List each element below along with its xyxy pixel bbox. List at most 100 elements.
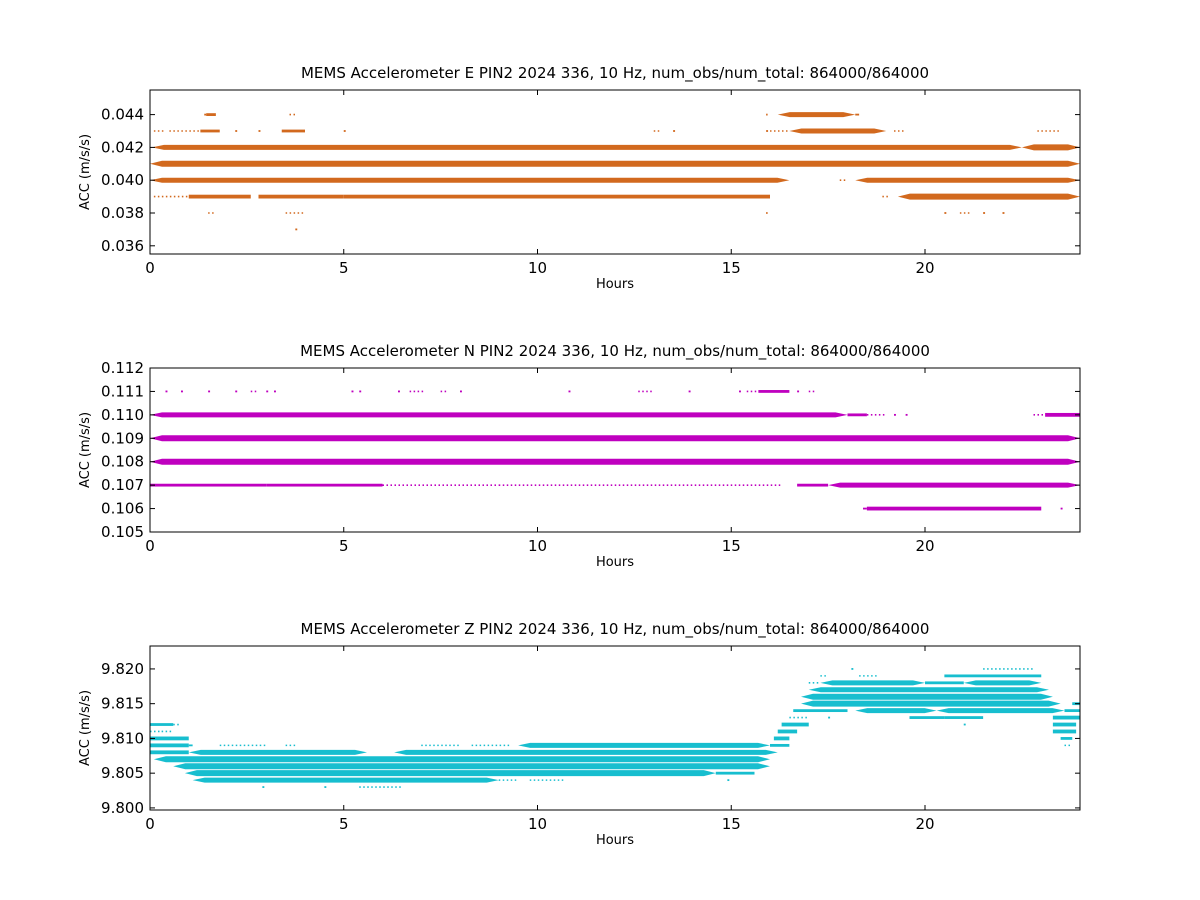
data-band-z-7-2 bbox=[909, 716, 945, 719]
data-band-n-5-1 bbox=[866, 506, 1042, 511]
data-band-z-5-0 bbox=[801, 700, 1061, 707]
data-band-z-14-0 bbox=[173, 763, 770, 770]
y-tick-label-e-0: 0.036 bbox=[101, 237, 144, 255]
data-band-z-16-3 bbox=[727, 779, 730, 782]
data-band-e-0-3 bbox=[766, 113, 768, 116]
plot-frame-n bbox=[149, 367, 1081, 533]
data-band-z-10-1 bbox=[773, 736, 790, 741]
data-band-e-1-11 bbox=[789, 128, 887, 134]
data-band-z-9-2 bbox=[777, 729, 798, 734]
data-band-z-3-0 bbox=[808, 687, 1049, 693]
y-tick-label-z-4: 9.820 bbox=[101, 660, 144, 678]
data-band-e-3-0 bbox=[150, 160, 1080, 167]
data-band-z-2-3 bbox=[963, 680, 1042, 686]
x-axis-label-e: Hours bbox=[596, 277, 634, 292]
data-band-n-0-3 bbox=[235, 390, 238, 393]
data-band-n-3-0 bbox=[150, 458, 1080, 465]
y-tick-label-e-4: 0.044 bbox=[101, 106, 144, 124]
data-band-n-0-12 bbox=[460, 390, 462, 393]
x-tick-label-e-4: 20 bbox=[915, 259, 934, 277]
data-band-n-2-0 bbox=[150, 435, 1080, 442]
data-band-e-1-6 bbox=[343, 130, 346, 132]
data-band-n-5-0 bbox=[863, 507, 867, 510]
x-tick-label-n-4: 20 bbox=[915, 537, 934, 555]
data-band-n-0-9 bbox=[398, 390, 400, 393]
x-axis-label-z: Hours bbox=[596, 833, 634, 848]
data-band-n-1-1 bbox=[847, 413, 867, 417]
data-band-n-1-3 bbox=[894, 413, 896, 416]
data-band-n-5-2 bbox=[1060, 507, 1063, 510]
data-band-e-0-0 bbox=[204, 113, 207, 116]
data-band-e-1-5 bbox=[281, 129, 305, 133]
y-tick-label-e-2: 0.040 bbox=[101, 171, 144, 189]
data-band-n-4-1 bbox=[266, 483, 383, 487]
y-tick-label-e-3: 0.042 bbox=[101, 138, 144, 156]
data-band-z-6-0 bbox=[793, 709, 848, 713]
data-band-z-17-1 bbox=[324, 786, 327, 788]
data-band-n-0-8 bbox=[359, 390, 362, 393]
data-band-e-6-2 bbox=[766, 212, 768, 214]
data-band-e-0-1 bbox=[206, 113, 216, 116]
data-band-n-0-15 bbox=[688, 390, 691, 393]
data-band-z-11-7 bbox=[770, 743, 790, 747]
y-axis-label-n: ACC (m/s/s) bbox=[78, 412, 93, 488]
chart-title-n: MEMS Accelerometer N PIN2 2024 336, 10 H… bbox=[300, 342, 930, 361]
data-band-n-0-1 bbox=[181, 390, 183, 393]
x-tick-label-n-0: 0 bbox=[145, 537, 155, 555]
plot-frame-e bbox=[149, 89, 1081, 255]
x-tick-label-n-2: 10 bbox=[528, 537, 547, 555]
data-band-n-0-19 bbox=[797, 390, 800, 393]
x-tick-label-z-2: 10 bbox=[528, 815, 547, 833]
x-tick-label-e-1: 5 bbox=[339, 259, 349, 277]
y-tick-label-n-6: 0.111 bbox=[101, 382, 144, 400]
data-band-n-0-7 bbox=[351, 390, 354, 393]
data-band-z-6-2 bbox=[936, 708, 1065, 714]
data-band-e-2-0 bbox=[151, 144, 1022, 150]
data-band-n-4-4 bbox=[797, 483, 829, 487]
data-band-z-2-2 bbox=[925, 681, 964, 685]
data-band-z-8-0 bbox=[150, 723, 174, 726]
data-band-e-5-1 bbox=[188, 194, 251, 199]
data-band-z-6-1 bbox=[855, 708, 937, 714]
data-band-e-5-5 bbox=[897, 193, 1080, 200]
y-tick-label-n-5: 0.110 bbox=[101, 406, 144, 424]
chart-title-z: MEMS Accelerometer Z PIN2 2024 336, 10 H… bbox=[301, 620, 930, 639]
data-band-e-4-0 bbox=[150, 177, 790, 183]
y-tick-label-z-0: 9.800 bbox=[101, 799, 144, 817]
y-tick-label-n-2: 0.107 bbox=[101, 476, 144, 494]
data-band-z-2-1 bbox=[820, 680, 925, 686]
series-group-z bbox=[150, 668, 1080, 788]
data-band-z-1-2 bbox=[944, 674, 1042, 678]
data-band-n-0-18 bbox=[758, 390, 790, 393]
y-tick-label-n-0: 0.105 bbox=[101, 523, 144, 541]
x-tick-label-e-2: 10 bbox=[528, 259, 547, 277]
data-band-z-10-0 bbox=[150, 736, 189, 741]
panel-e: MEMS Accelerometer E PIN2 2024 336, 10 H… bbox=[78, 64, 1081, 292]
data-band-n-4-5 bbox=[828, 482, 1080, 488]
y-tick-label-e-1: 0.038 bbox=[101, 204, 144, 222]
data-band-z-9-3 bbox=[1052, 729, 1077, 734]
data-band-n-0-6 bbox=[274, 390, 276, 393]
data-band-e-2-1 bbox=[1021, 144, 1080, 151]
x-tick-label-n-3: 15 bbox=[722, 537, 741, 555]
data-band-n-0-5 bbox=[266, 390, 269, 393]
data-band-n-0-16 bbox=[739, 390, 741, 393]
data-band-z-8-2 bbox=[781, 722, 809, 727]
data-band-n-0-0 bbox=[165, 390, 168, 393]
data-band-e-1-3 bbox=[235, 130, 238, 132]
data-band-z-11-0 bbox=[150, 743, 189, 748]
data-band-e-4-2 bbox=[855, 177, 1080, 183]
data-band-n-0-13 bbox=[568, 390, 571, 393]
data-band-e-1-9 bbox=[766, 130, 769, 132]
data-band-e-1-4 bbox=[258, 130, 261, 132]
data-band-n-1-0 bbox=[150, 412, 848, 418]
y-tick-label-n-3: 0.108 bbox=[101, 453, 144, 471]
data-band-n-1-4 bbox=[905, 413, 908, 416]
x-tick-label-z-3: 15 bbox=[722, 815, 741, 833]
data-band-e-6-6 bbox=[1002, 212, 1005, 214]
x-tick-label-e-0: 0 bbox=[145, 259, 155, 277]
y-tick-label-n-7: 0.112 bbox=[101, 359, 144, 377]
series-group-e bbox=[150, 112, 1080, 231]
data-band-z-8-4 bbox=[1052, 722, 1077, 727]
data-band-e-0-4 bbox=[777, 112, 856, 118]
